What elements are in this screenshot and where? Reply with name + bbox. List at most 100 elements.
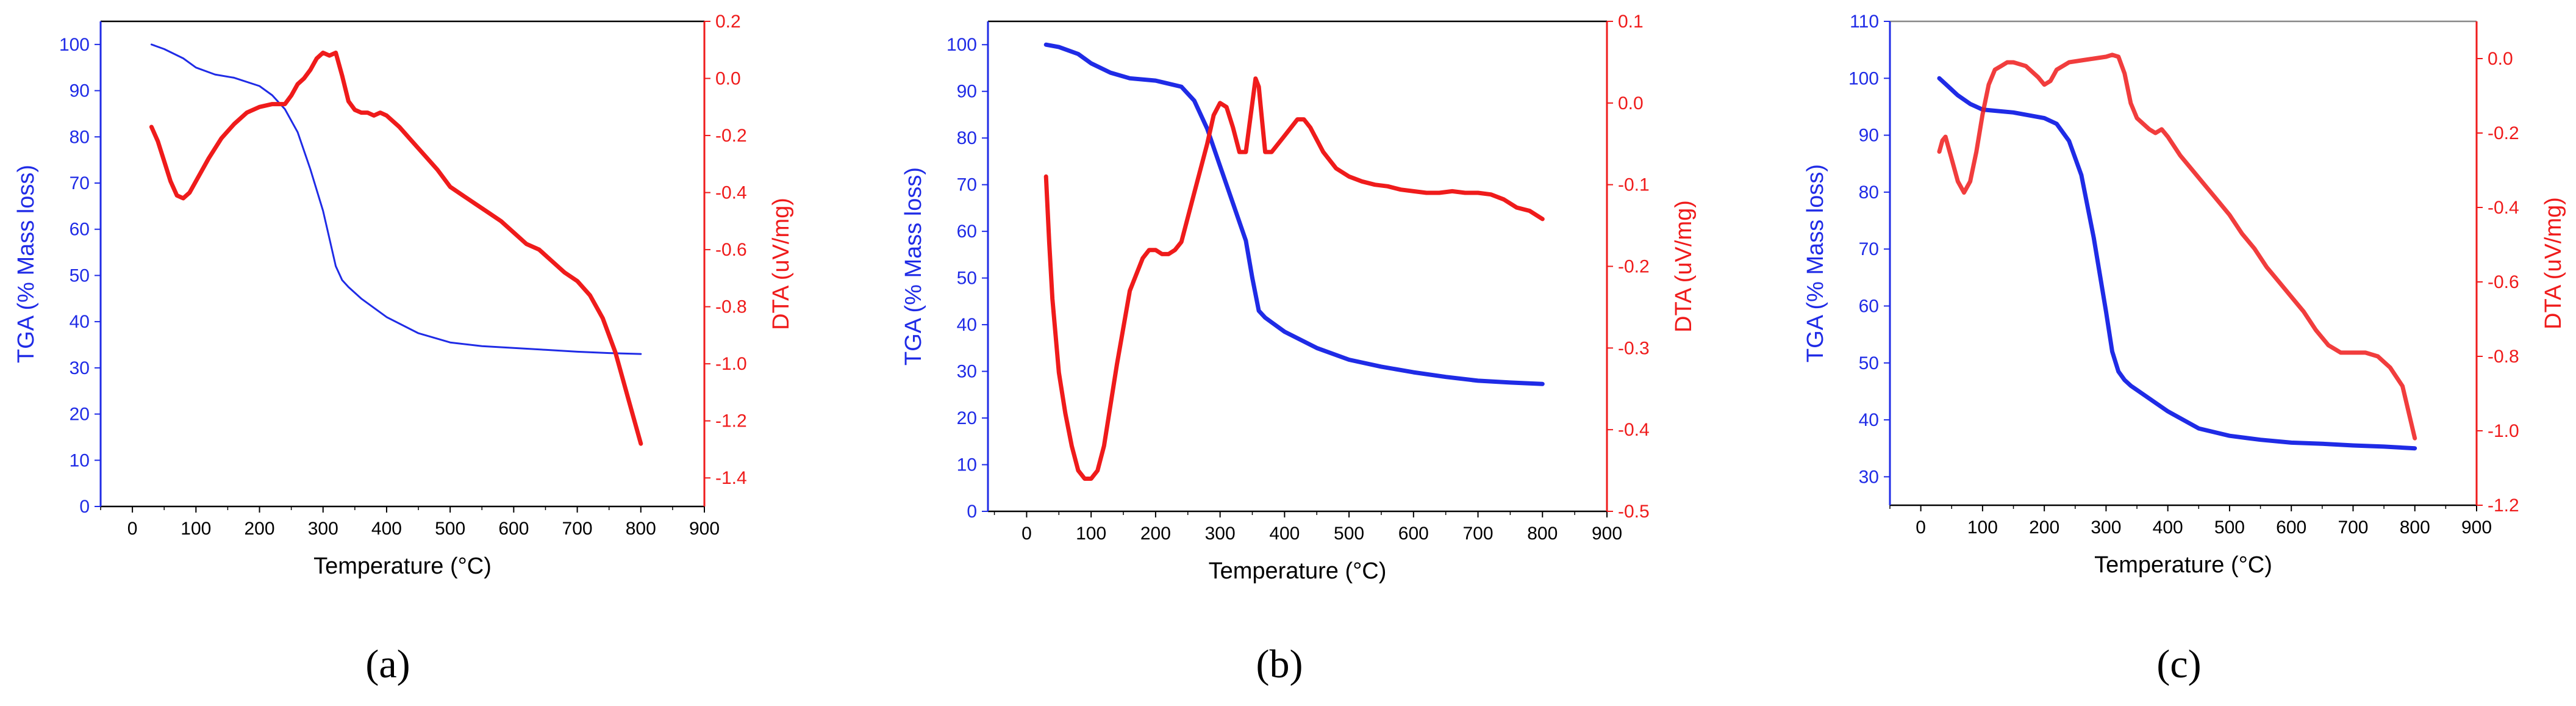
left-y-tick-label: 20 [70, 405, 90, 425]
x-tick-label: 600 [498, 519, 529, 539]
x-tick-label: 200 [244, 519, 274, 539]
left-y-tick-label: 20 [957, 408, 977, 428]
dta-series-line [1937, 52, 2417, 441]
chart-panel-a: 0 100 200 300 400 500 600 700 800 900 0 10 20 30 40 50 6… [13, 12, 794, 686]
left-y-tick-label: 80 [1859, 182, 1879, 203]
x-tick-label: 900 [689, 519, 720, 539]
x-tick-label: 200 [1140, 524, 1171, 544]
x-tick-label: 800 [2400, 517, 2430, 538]
left-y-tick-label: 100 [946, 35, 977, 55]
x-tick-label: 900 [1592, 524, 1622, 544]
left-y-tick-label: 40 [1859, 410, 1879, 430]
dta-series-line [1043, 76, 1545, 481]
right-y-tick-label: 0.0 [1618, 93, 1644, 113]
chart-panel-b: 0 100 200 300 400 500 600 700 800 900 0 10 20 30 40 50 6… [901, 12, 1697, 686]
left-y-tick-label: 30 [957, 362, 977, 382]
right-y-axis-title: DTA (uV/mg) [768, 198, 794, 330]
x-tick-label: 900 [2461, 517, 2492, 538]
left-y-tick-label: 10 [70, 450, 90, 470]
x-tick-label: 100 [1076, 524, 1106, 544]
x-tick-label: 800 [1527, 524, 1558, 544]
right-y-axis-title: DTA (uV/mg) [1671, 200, 1697, 333]
x-tick-label: 600 [1398, 524, 1429, 544]
left-y-tick-label: 90 [1859, 126, 1879, 146]
x-tick-label: 700 [1463, 524, 1494, 544]
left-y-tick-label: 70 [70, 173, 90, 193]
x-axis-title: Temperature (°C) [2094, 552, 2272, 578]
x-tick-label: 0 [1021, 524, 1032, 544]
panel-label: (a) [365, 642, 410, 686]
x-tick-label: 100 [1967, 517, 1998, 538]
x-tick-label: 500 [435, 519, 465, 539]
x-tick-label: 500 [1334, 524, 1364, 544]
right-y-tick-label: 0.2 [715, 12, 741, 32]
right-y-tick-label: -0.8 [2488, 347, 2519, 367]
left-y-tick-label: 30 [70, 358, 90, 378]
x-tick-label: 700 [562, 519, 593, 539]
left-y-tick-label: 60 [1859, 296, 1879, 316]
x-tick-label: 500 [2214, 517, 2245, 538]
dta-series-line [149, 50, 643, 446]
left-y-axis-title: TGA (% Mass loss) [13, 165, 39, 363]
right-y-tick-label: -0.3 [1618, 338, 1650, 358]
tga-series-line [1043, 42, 1545, 386]
right-y-tick-label: -0.8 [715, 297, 747, 317]
left-y-tick-label: 90 [957, 82, 977, 102]
right-y-tick-label: -0.2 [1618, 257, 1650, 277]
left-y-tick-label: 60 [70, 220, 90, 240]
right-y-tick-label: -0.2 [715, 126, 747, 146]
right-y-tick-label: -0.6 [2488, 272, 2519, 292]
left-y-tick-label: 100 [59, 35, 90, 55]
left-y-tick-label: 0 [79, 497, 90, 517]
left-y-tick-label: 0 [967, 502, 977, 522]
tga-series-line [1937, 76, 2417, 451]
tga-series-line [150, 43, 642, 355]
left-y-tick-label: 60 [957, 222, 977, 242]
right-y-tick-label: -0.4 [715, 183, 747, 203]
x-tick-label: 400 [1269, 524, 1300, 544]
x-tick-label: 200 [2029, 517, 2059, 538]
left-y-tick-label: 40 [957, 315, 977, 335]
x-tick-label: 700 [2338, 517, 2368, 538]
right-y-tick-label: -0.2 [2488, 123, 2519, 143]
x-tick-label: 400 [371, 519, 402, 539]
right-y-tick-label: -0.6 [715, 240, 747, 260]
left-y-tick-label: 70 [1859, 239, 1879, 259]
left-y-tick-label: 90 [70, 81, 90, 101]
chart-panel-c: 0 100 200 300 400 500 600 700 800 900 30 40 50 60 70 80… [1803, 12, 2566, 686]
x-axis-title: Temperature (°C) [313, 553, 492, 579]
right-y-tick-label: -1.2 [715, 411, 747, 431]
right-y-axis-title: DTA (uV/mg) [2541, 197, 2566, 330]
right-y-tick-label: 0.1 [1618, 12, 1644, 32]
right-y-tick-label: -0.4 [1618, 420, 1650, 440]
right-y-tick-label: -0.4 [2488, 198, 2519, 218]
left-y-tick-label: 100 [1848, 68, 1879, 88]
right-y-tick-label: -1.2 [2488, 495, 2519, 516]
x-tick-label: 400 [2153, 517, 2183, 538]
right-y-tick-label: -0.5 [1618, 502, 1650, 522]
left-y-tick-label: 50 [957, 268, 977, 289]
left-y-tick-label: 80 [70, 127, 90, 147]
right-y-tick-label: 0.0 [2488, 49, 2513, 69]
left-y-tick-label: 80 [957, 128, 977, 148]
x-tick-label: 100 [181, 519, 211, 539]
x-tick-label: 300 [2091, 517, 2121, 538]
panel-label: (c) [2156, 642, 2201, 686]
left-y-tick-label: 110 [1850, 12, 1879, 32]
right-y-tick-label: 0.0 [715, 69, 741, 89]
x-tick-label: 300 [308, 519, 338, 539]
left-y-tick-label: 40 [70, 312, 90, 332]
x-tick-label: 0 [1916, 517, 1926, 538]
x-tick-label: 600 [2276, 517, 2306, 538]
x-tick-label: 800 [626, 519, 656, 539]
left-y-tick-label: 50 [1859, 353, 1879, 373]
left-y-tick-label: 30 [1859, 467, 1879, 487]
x-tick-label: 0 [127, 519, 138, 539]
left-y-tick-label: 10 [957, 455, 977, 475]
right-y-tick-label: -1.4 [715, 468, 747, 488]
left-y-axis-title: TGA (% Mass loss) [1803, 164, 1828, 362]
x-axis-title: Temperature (°C) [1209, 558, 1387, 584]
panel-label: (b) [1256, 642, 1303, 686]
right-y-tick-label: -1.0 [715, 354, 747, 374]
